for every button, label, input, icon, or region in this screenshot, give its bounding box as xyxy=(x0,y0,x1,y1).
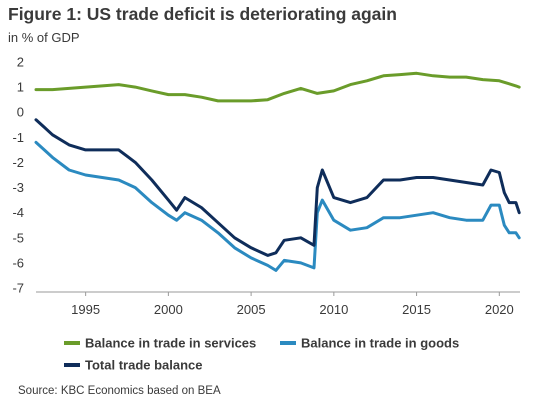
chart-title: Figure 1: US trade deficit is deteriorat… xyxy=(8,4,397,24)
y-tick-label: 2 xyxy=(17,55,24,70)
legend-label: Balance in trade in services xyxy=(85,336,256,351)
x-tick-label: 2000 xyxy=(154,302,183,317)
legend-label: Total trade balance xyxy=(85,358,203,373)
legend-label: Balance in trade in goods xyxy=(301,336,459,351)
x-tick-label: 2010 xyxy=(319,302,348,317)
source-note: Source: KBC Economics based on BEA xyxy=(18,385,221,397)
y-tick-label: 1 xyxy=(17,80,24,95)
series-line xyxy=(34,71,521,103)
y-tick-label: -1 xyxy=(12,130,24,145)
x-tick-label: 1995 xyxy=(71,302,100,317)
series-line xyxy=(34,118,521,257)
chart-subtitle: in % of GDP xyxy=(8,30,80,45)
x-tick-label: 2015 xyxy=(402,302,431,317)
y-tick-label: -6 xyxy=(12,255,24,270)
y-tick-label: -2 xyxy=(12,155,24,170)
x-tick-label: 2005 xyxy=(237,302,266,317)
y-tick-label: -7 xyxy=(12,281,24,296)
y-tick-label: -4 xyxy=(12,205,24,220)
x-tick-label: 2020 xyxy=(485,302,514,317)
y-tick-label: -5 xyxy=(12,230,24,245)
series-line xyxy=(34,140,521,272)
y-tick-label: 0 xyxy=(17,105,24,120)
y-tick-label: -3 xyxy=(12,180,24,195)
